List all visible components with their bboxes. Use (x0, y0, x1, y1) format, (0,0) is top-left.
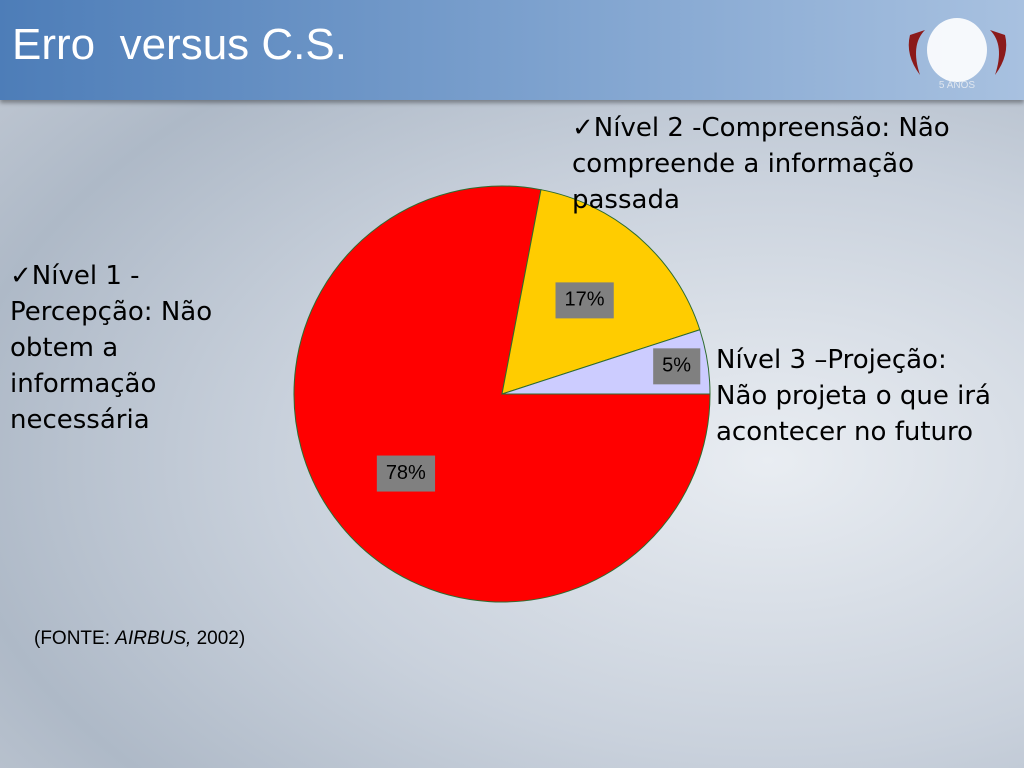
data-label: 78% (386, 462, 426, 484)
slide-title: Erro versus C.S. (12, 20, 347, 69)
category-label: Nível 3 –Projeção: Não projeta o que irá… (716, 345, 991, 447)
logo-wing (990, 30, 1007, 75)
data-label-box (653, 348, 701, 385)
category-label: ✓Nível 1 - Percepção: Não obtem a inform… (10, 261, 213, 435)
data-label-box (376, 455, 436, 492)
category-label: ✓Nível 2 -Compreensão: Não compreende a … (572, 113, 950, 215)
logo-disc (927, 18, 987, 82)
source-year: 2002) (196, 628, 246, 649)
data-label: 5% (662, 355, 691, 377)
source-author: AIRBUS, (115, 628, 192, 649)
logo-text: 5 ANOS (939, 80, 975, 91)
title-bar: Erro versus C.S. 5 ANOS (0, 0, 1024, 100)
source: (FONTE: AIRBUS, 2002) (34, 628, 245, 650)
data-label: 17% (565, 289, 605, 311)
source-label: (FONTE: (34, 628, 110, 649)
data-label-box (555, 282, 614, 319)
logo-wing (908, 30, 925, 75)
logo: 5 ANOS (908, 18, 1007, 91)
